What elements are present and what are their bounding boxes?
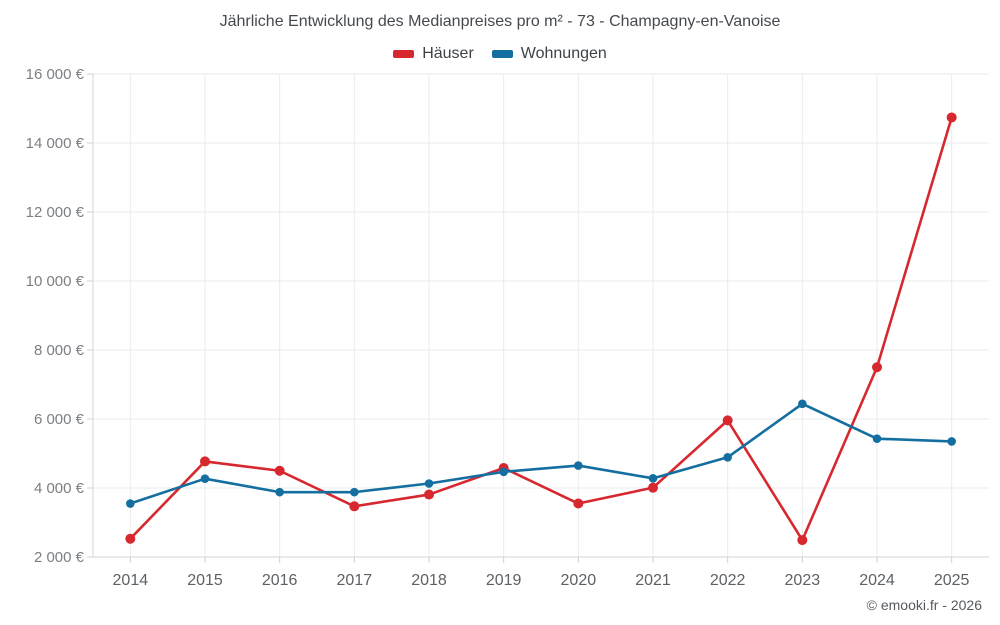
legend-swatch-wohnungen-icon (491, 50, 513, 58)
y-axis-label: 2 000 € (34, 549, 85, 566)
series-line-wohnungen (129, 402, 953, 505)
data-point-wohnungen-2025[interactable] (947, 437, 956, 446)
data-point-wohnungen-2016[interactable] (275, 487, 284, 497)
data-point-hauser-2014[interactable] (125, 533, 136, 544)
data-point-wohnungen-2017[interactable] (350, 487, 359, 497)
legend-item-wohnungen[interactable]: Wohnungen (491, 45, 607, 63)
data-point-hauser-2016[interactable] (274, 465, 285, 476)
data-point-wohnungen-2022[interactable] (723, 452, 732, 462)
y-axis-label: 4 000 € (34, 480, 85, 497)
chart-legend: Häuser Wohnungen (0, 45, 1000, 63)
data-point-hauser-2021[interactable] (648, 482, 658, 493)
data-point-hauser-2024[interactable] (872, 362, 882, 373)
data-point-hauser-2018[interactable] (424, 489, 434, 500)
x-axis-label: 2014 (113, 572, 149, 589)
y-axis-label: 16 000 € (26, 66, 85, 83)
x-axis-label: 2022 (710, 572, 746, 589)
y-axis-label: 12 000 € (26, 204, 85, 221)
x-axis-label: 2023 (785, 572, 821, 589)
data-point-wohnungen-2014[interactable] (126, 499, 135, 508)
data-point-wohnungen-2020[interactable] (574, 461, 583, 470)
data-point-hauser-2023[interactable] (797, 535, 808, 546)
data-point-hauser-2022[interactable] (722, 415, 733, 426)
x-axis-label: 2019 (486, 572, 522, 589)
data-point-wohnungen-2023[interactable] (798, 399, 807, 409)
copyright-footer: © emooki.fr - 2026 (866, 597, 982, 613)
y-axis-label: 10 000 € (26, 273, 85, 290)
legend-swatch-haeuser-icon (393, 50, 415, 58)
y-axis-label: 14 000 € (26, 135, 85, 152)
data-point-wohnungen-2024[interactable] (872, 434, 882, 443)
data-point-wohnungen-2021[interactable] (648, 474, 658, 483)
x-axis-label: 2020 (561, 572, 597, 589)
x-axis-label: 2025 (934, 572, 970, 589)
series-line-hauser (129, 116, 953, 542)
data-point-wohnungen-2015[interactable] (200, 474, 210, 483)
legend-label-wohnungen: Wohnungen (520, 45, 607, 62)
data-point-wohnungen-2018[interactable] (424, 479, 434, 488)
chart-title: Jährliche Entwicklung des Medianpreises … (219, 13, 781, 30)
data-point-hauser-2015[interactable] (200, 456, 210, 467)
data-point-hauser-2020[interactable] (573, 498, 584, 509)
data-point-wohnungen-2019[interactable] (499, 467, 508, 477)
legend-item-haeuser[interactable]: Häuser (393, 45, 474, 63)
x-axis-label: 2024 (859, 572, 895, 589)
legend-label-haeuser: Häuser (422, 45, 474, 62)
data-point-hauser-2017[interactable] (349, 501, 360, 512)
x-axis-label: 2017 (337, 572, 373, 589)
y-axis-label: 8 000 € (34, 342, 85, 359)
x-axis-label: 2018 (411, 572, 447, 589)
x-axis-label: 2021 (635, 572, 671, 589)
x-axis-label: 2015 (187, 572, 223, 589)
data-point-hauser-2025[interactable] (946, 112, 957, 123)
y-axis-label: 6 000 € (34, 411, 85, 428)
x-axis-label: 2016 (262, 572, 298, 589)
